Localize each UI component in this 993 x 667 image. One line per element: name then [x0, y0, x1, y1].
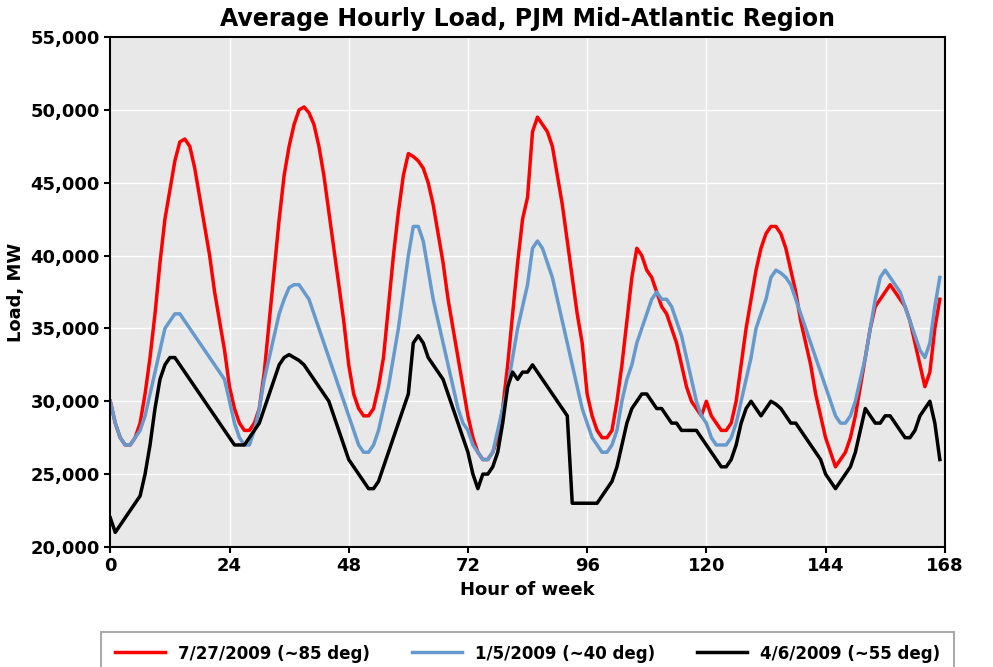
4/6/2009 (~55 deg)	[109, 528, 121, 536]
1/5/2009 (~40 deg)	[343, 412, 355, 420]
1/5/2009 (~40 deg)	[601, 448, 613, 456]
1/5/2009 (~40 deg)	[407, 222, 419, 230]
7/27/2009 (~85 deg)	[770, 222, 781, 230]
7/27/2009 (~85 deg)	[392, 208, 404, 216]
7/27/2009 (~85 deg)	[581, 390, 593, 398]
7/27/2009 (~85 deg)	[348, 390, 359, 398]
7/27/2009 (~85 deg)	[104, 398, 116, 406]
4/6/2009 (~55 deg)	[258, 405, 270, 413]
Legend: 7/27/2009 (~85 deg), 1/5/2009 (~40 deg), 4/6/2009 (~55 deg): 7/27/2009 (~85 deg), 1/5/2009 (~40 deg),…	[101, 632, 953, 667]
4/6/2009 (~55 deg)	[104, 514, 116, 522]
Line: 7/27/2009 (~85 deg): 7/27/2009 (~85 deg)	[110, 107, 939, 467]
Title: Average Hourly Load, PJM Mid-Atlantic Region: Average Hourly Load, PJM Mid-Atlantic Re…	[220, 7, 835, 31]
Line: 4/6/2009 (~55 deg): 4/6/2009 (~55 deg)	[110, 336, 939, 532]
1/5/2009 (~40 deg)	[933, 273, 945, 281]
1/5/2009 (~40 deg)	[253, 405, 265, 413]
Y-axis label: Load, MW: Load, MW	[7, 242, 25, 342]
7/27/2009 (~85 deg)	[596, 434, 608, 442]
4/6/2009 (~55 deg)	[412, 331, 424, 340]
7/27/2009 (~85 deg)	[829, 463, 841, 471]
4/6/2009 (~55 deg)	[348, 463, 359, 471]
1/5/2009 (~40 deg)	[387, 354, 399, 362]
4/6/2009 (~55 deg)	[392, 419, 404, 427]
7/27/2009 (~85 deg)	[298, 103, 310, 111]
Line: 1/5/2009 (~40 deg): 1/5/2009 (~40 deg)	[110, 226, 939, 460]
1/5/2009 (~40 deg)	[477, 456, 489, 464]
7/27/2009 (~85 deg)	[253, 405, 265, 413]
4/6/2009 (~55 deg)	[933, 456, 945, 464]
1/5/2009 (~40 deg)	[104, 398, 116, 406]
4/6/2009 (~55 deg)	[601, 485, 613, 493]
X-axis label: Hour of week: Hour of week	[460, 581, 595, 599]
4/6/2009 (~55 deg)	[775, 405, 786, 413]
1/5/2009 (~40 deg)	[775, 269, 786, 277]
7/27/2009 (~85 deg)	[933, 295, 945, 303]
4/6/2009 (~55 deg)	[586, 499, 598, 507]
1/5/2009 (~40 deg)	[586, 434, 598, 442]
